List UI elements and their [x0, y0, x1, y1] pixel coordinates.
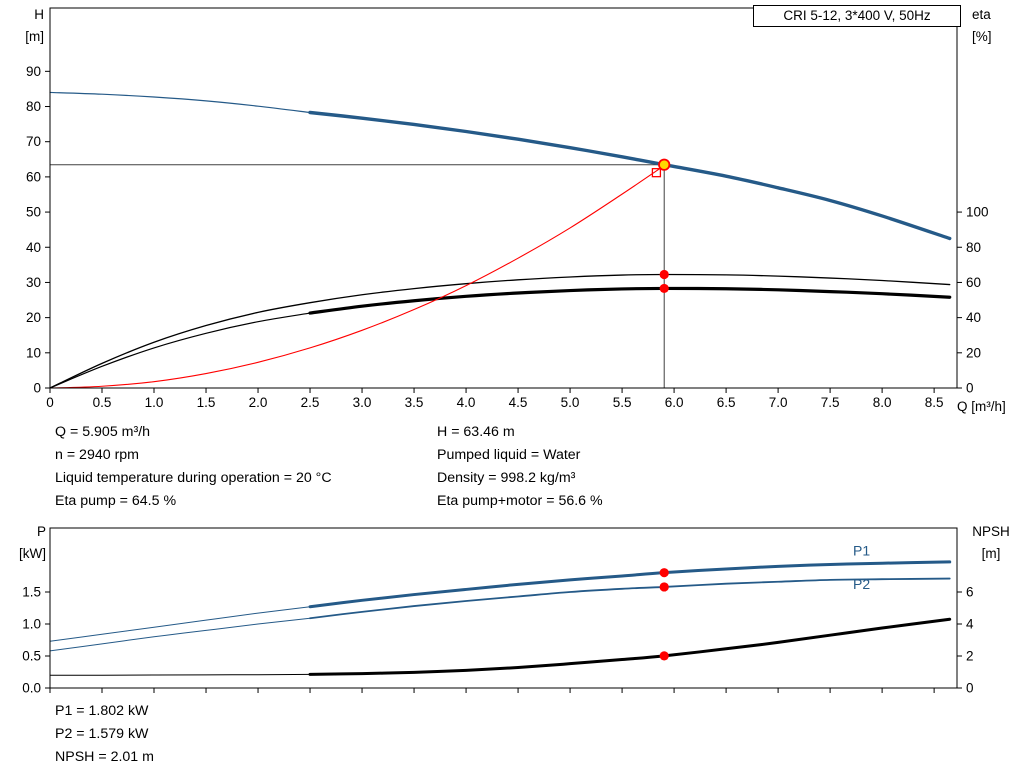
axis-title-line: [m]	[25, 29, 44, 44]
left-tick-label: 50	[26, 205, 41, 220]
duty-dot	[659, 651, 669, 661]
pump-model-box: CRI 5-12, 3*400 V, 50Hz	[753, 5, 961, 27]
left-tick-label: 0	[33, 381, 41, 396]
x-tick-label: 6.0	[665, 395, 684, 410]
curve-p2-curve	[309, 577, 951, 620]
info-line: P2 = 1.579 kW	[55, 726, 149, 742]
x-tick-label: 6.5	[717, 395, 736, 410]
left-tick-label: 80	[26, 99, 41, 114]
axis-title-line: eta	[972, 7, 991, 22]
x-tick-label: 0	[46, 395, 54, 410]
x-tick-label: 0.5	[93, 395, 112, 410]
h-axis-title: H [m]	[2, 4, 44, 48]
info-line: Q = 5.905 m³/h	[55, 424, 151, 440]
q-axis-title: Q [m³/h]	[957, 399, 1006, 414]
left-tick-label: 1.0	[22, 617, 41, 632]
axis-title-line: P	[36, 524, 46, 539]
right-tick-label: 2	[966, 649, 974, 664]
info-line: Eta pump = 64.5 %	[55, 493, 177, 509]
curve-p1-extension	[49, 606, 311, 642]
duty-dot	[659, 582, 669, 592]
curve-p2-extension	[49, 617, 311, 652]
p-axis-title: P [kW]	[2, 521, 46, 565]
x-tick-label: 7.5	[821, 395, 840, 410]
left-tick-label: 0.5	[22, 649, 41, 664]
x-tick-label: 4.0	[457, 395, 476, 410]
qh-chart-canvas: 0 0.5 1.0 1.5 2.0 2.5 3.0 3.5 4.0 4.5 5.0 5.5 6.0 6.5…	[26, 7, 989, 410]
left-tick-label: 10	[26, 345, 41, 360]
right-tick-label: 100	[966, 205, 989, 220]
x-tick-label: 5.0	[561, 395, 580, 410]
left-tick-label: 60	[26, 169, 41, 184]
x-tick-label: 8.0	[873, 395, 892, 410]
requested-duty-marker	[651, 168, 662, 178]
power-info-column: P1 = 1.802 kW P2 = 1.579 kW NPSH = 2.01 m	[55, 700, 154, 769]
x-tick-label: 1.0	[145, 395, 164, 410]
curve-system-curve	[49, 165, 665, 389]
x-tick-label: 3.0	[353, 395, 372, 410]
duty-info-left-column: Q = 5.905 m³/h n = 2940 rpm Liquid tempera…	[55, 421, 332, 513]
left-tick-label: 90	[26, 64, 41, 79]
axis-title-line: [kW]	[19, 546, 46, 561]
curve-eta-pump-motor-extension	[49, 312, 311, 389]
curve-pump-curve-extension	[49, 91, 311, 114]
right-tick-label: 4	[966, 617, 974, 632]
duty-dot	[659, 269, 669, 280]
right-tick-label: 80	[966, 240, 981, 255]
info-line: Density = 998.2 kg/m³	[437, 470, 576, 486]
x-tick-label: 2.0	[249, 395, 268, 410]
right-tick-label: 60	[966, 275, 981, 290]
duty-dot	[659, 568, 669, 578]
duty-point-marker	[658, 158, 671, 171]
npsh-axis-title: NPSH [m]	[962, 521, 1020, 565]
chart-frame	[49, 7, 958, 389]
curve-npsh-curve	[308, 617, 952, 676]
left-tick-label: 20	[26, 310, 41, 325]
left-tick-label: 0.0	[22, 681, 41, 696]
axis-title-line: [m]	[981, 546, 1001, 561]
info-line: P1 = 1.802 kW	[55, 703, 149, 719]
eta-axis-title: eta [%]	[972, 4, 1020, 48]
left-tick-label: 70	[26, 134, 41, 149]
info-line: Liquid temperature during operation = 20…	[55, 470, 332, 486]
right-tick-label: 0	[966, 681, 974, 696]
x-tick-label: 7.0	[769, 395, 788, 410]
right-tick-label: 20	[966, 345, 981, 360]
axis-title-line: [%]	[972, 29, 992, 44]
x-tick-label: 5.5	[613, 395, 632, 410]
x-tick-label: 3.5	[405, 395, 424, 410]
info-line: n = 2940 rpm	[55, 447, 139, 463]
info-line: H = 63.46 m	[437, 424, 515, 440]
curve-npsh-extension	[49, 673, 311, 676]
info-line: Eta pump+motor = 56.6 %	[437, 493, 603, 509]
curve-pump-curve	[308, 110, 952, 241]
right-tick-label: 6	[966, 585, 974, 600]
power-npsh-chart-canvas: 0.0 0.5 1.0 1.5 0 2 4 6 P1 P2	[22, 527, 974, 696]
curve-eta-pump-curve	[49, 273, 951, 389]
duty-dot	[659, 283, 669, 294]
left-tick-label: 30	[26, 275, 41, 290]
x-tick-label: 2.5	[301, 395, 320, 410]
left-tick-label: 1.5	[22, 585, 41, 600]
x-tick-label: 4.5	[509, 395, 528, 410]
info-line: NPSH = 2.01 m	[55, 749, 154, 765]
left-tick-label: 40	[26, 240, 41, 255]
series-label-P2: P2	[853, 576, 870, 592]
x-tick-label: 8.5	[925, 395, 944, 410]
axis-title-line: H	[34, 7, 44, 22]
curve-p1-curve	[308, 560, 952, 609]
chart-frame	[49, 527, 958, 689]
x-tick-label: 1.5	[197, 395, 216, 410]
right-tick-label: 40	[966, 310, 981, 325]
axis-title-line: NPSH	[972, 524, 1010, 539]
duty-info-right-column: H = 63.46 m Pumped liquid = Water Density …	[437, 421, 603, 513]
series-label-P1: P1	[853, 543, 870, 559]
info-line: Pumped liquid = Water	[437, 447, 581, 463]
right-tick-label: 0	[966, 381, 974, 396]
curve-eta-pump-motor-curve	[308, 286, 952, 315]
